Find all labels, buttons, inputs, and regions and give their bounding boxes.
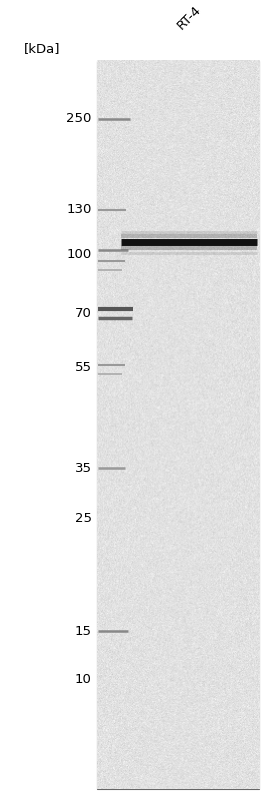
Text: 70: 70	[75, 307, 92, 320]
Text: 55: 55	[75, 361, 92, 374]
Text: 250: 250	[66, 112, 92, 125]
Text: 35: 35	[75, 462, 92, 475]
Text: 15: 15	[75, 625, 92, 638]
Text: RT-4: RT-4	[174, 3, 203, 32]
Text: 130: 130	[66, 203, 92, 216]
Text: 10: 10	[75, 673, 92, 686]
Text: [kDa]: [kDa]	[24, 42, 60, 55]
Text: 100: 100	[66, 248, 92, 261]
Text: 25: 25	[75, 512, 92, 525]
Bar	[97, 61, 259, 789]
